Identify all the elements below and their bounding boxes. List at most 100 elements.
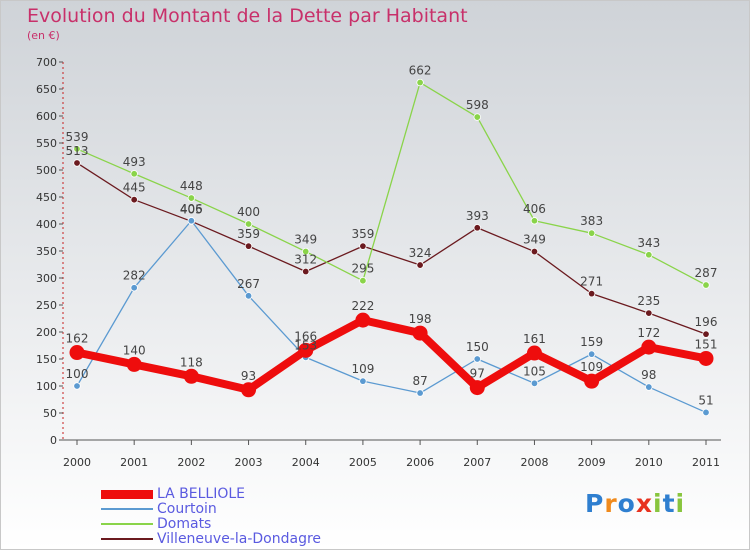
data-label: 445 xyxy=(123,181,146,195)
data-label: 109 xyxy=(580,360,603,374)
data-point xyxy=(702,330,710,338)
series-la-belliole xyxy=(69,312,714,398)
x-tick-label: 2001 xyxy=(120,456,148,469)
data-label: 383 xyxy=(580,214,603,228)
legend-item-villeneuve-la-dondagre: Villeneuve-la-Dondagre xyxy=(101,531,321,547)
x-tick-label: 2005 xyxy=(349,456,377,469)
data-label: 172 xyxy=(637,326,660,340)
data-label: 118 xyxy=(180,355,203,369)
data-point xyxy=(183,368,199,384)
logo-letter: r xyxy=(604,489,618,518)
legend-label-la-belliole: LA BELLIOLE xyxy=(157,486,245,502)
data-label: 448 xyxy=(180,179,203,193)
data-label: 235 xyxy=(637,294,660,308)
data-point xyxy=(355,312,371,328)
logo-letter: i xyxy=(653,489,663,518)
data-label: 513 xyxy=(66,144,89,158)
data-point xyxy=(702,281,710,289)
data-label: 406 xyxy=(180,202,203,216)
data-label: 222 xyxy=(351,299,374,313)
data-point xyxy=(641,339,657,355)
data-point xyxy=(584,373,600,389)
axes: 0 50 100 150 200 250 300 350 400 450 500 550 600 650 7… xyxy=(36,56,721,469)
x-tick-label: 2008 xyxy=(520,456,548,469)
y-tick-label: 250 xyxy=(36,299,57,312)
data-label: 493 xyxy=(123,155,146,169)
y-tick-label: 400 xyxy=(36,218,57,231)
x-tick-label: 2002 xyxy=(177,456,205,469)
legend-label-domats: Domats xyxy=(157,516,212,532)
data-point xyxy=(473,224,481,232)
data-label: 196 xyxy=(695,315,718,329)
data-point xyxy=(130,284,138,292)
data-label: 359 xyxy=(351,227,374,241)
data-label: 271 xyxy=(580,275,603,289)
data-point xyxy=(130,195,138,204)
data-point xyxy=(587,350,596,358)
logo-letter: x xyxy=(635,489,653,518)
data-point xyxy=(298,342,314,358)
y-tick-label: 600 xyxy=(36,110,57,123)
data-point xyxy=(73,159,81,167)
legend-swatch-courtoin xyxy=(101,508,153,510)
y-tick-label: 100 xyxy=(36,380,57,393)
data-label: 100 xyxy=(66,367,89,381)
logo-letter: o xyxy=(617,489,636,518)
legend-swatch-domats xyxy=(101,523,153,525)
data-point xyxy=(359,242,367,250)
data-label: 405 xyxy=(180,202,203,216)
data-label: 93 xyxy=(241,369,256,383)
legend-swatch-villeneuve-la-dondagre xyxy=(101,538,153,540)
y-tick-label: 500 xyxy=(36,164,57,177)
data-point xyxy=(587,289,596,298)
x-tick-label: 2007 xyxy=(463,456,491,469)
data-point xyxy=(530,379,539,387)
x-tick-label: 2003 xyxy=(235,456,263,469)
data-label: 400 xyxy=(237,205,260,219)
y-tick-label: 650 xyxy=(36,83,57,96)
data-label: 282 xyxy=(123,269,146,283)
data-label: 162 xyxy=(66,332,89,346)
data-label: 295 xyxy=(351,262,374,276)
data-point xyxy=(698,350,714,366)
data-point xyxy=(702,408,710,417)
data-label: 109 xyxy=(351,362,374,376)
y-tick-label: 50 xyxy=(43,407,57,420)
data-label: 161 xyxy=(523,332,546,346)
data-label: 97 xyxy=(470,367,485,381)
data-label: 198 xyxy=(409,312,432,326)
data-label: 159 xyxy=(580,335,603,349)
data-point xyxy=(244,220,253,228)
y-tick-label: 450 xyxy=(36,191,57,204)
series-layer xyxy=(69,78,714,417)
x-tick-label: 2004 xyxy=(292,456,320,469)
data-point xyxy=(473,113,481,121)
data-point xyxy=(469,380,485,396)
y-tick-label: 200 xyxy=(36,326,57,339)
data-point xyxy=(530,217,539,225)
data-label: 343 xyxy=(637,236,660,250)
series-line-villeneuve-la-dondagre xyxy=(76,162,707,335)
y-tick-label: 550 xyxy=(36,137,57,150)
data-point xyxy=(359,277,367,285)
data-point xyxy=(587,229,596,237)
series-line-la-belliole xyxy=(73,316,710,394)
data-label: 51 xyxy=(698,393,713,407)
data-label: 140 xyxy=(123,343,146,357)
data-label: 324 xyxy=(409,246,432,260)
logo-letter: t xyxy=(662,489,676,518)
data-point xyxy=(645,383,653,391)
legend-item-la-belliole: LA BELLIOLE xyxy=(101,486,245,502)
y-tick-label: 700 xyxy=(36,56,57,69)
y-tick-label: 0 xyxy=(50,434,57,447)
data-point xyxy=(416,261,424,269)
data-label: 406 xyxy=(523,202,546,216)
series-line-courtoin xyxy=(76,220,707,414)
data-point xyxy=(302,247,310,256)
data-point xyxy=(187,194,196,202)
proxiti-logo: Proxiti xyxy=(585,489,685,518)
data-point xyxy=(73,145,81,153)
data-label: 393 xyxy=(466,209,489,223)
logo-letter: i xyxy=(675,489,686,518)
